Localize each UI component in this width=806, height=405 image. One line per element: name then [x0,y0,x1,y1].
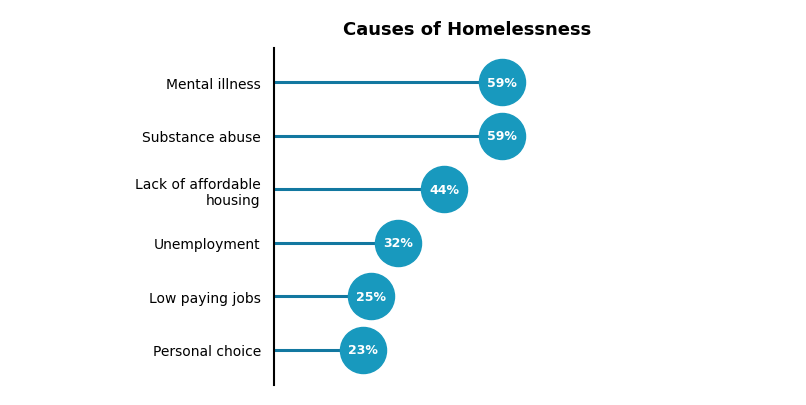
Title: Causes of Homelessness: Causes of Homelessness [343,21,592,39]
Text: 23%: 23% [348,343,378,356]
Point [392,240,405,247]
Point [496,80,509,87]
Text: 32%: 32% [383,237,413,250]
Point [496,133,509,140]
Point [356,347,369,353]
Text: 59%: 59% [488,130,517,143]
Point [438,187,451,193]
Text: 25%: 25% [355,290,386,303]
Text: 59%: 59% [488,77,517,90]
Point [364,294,377,300]
Text: 44%: 44% [430,183,459,196]
